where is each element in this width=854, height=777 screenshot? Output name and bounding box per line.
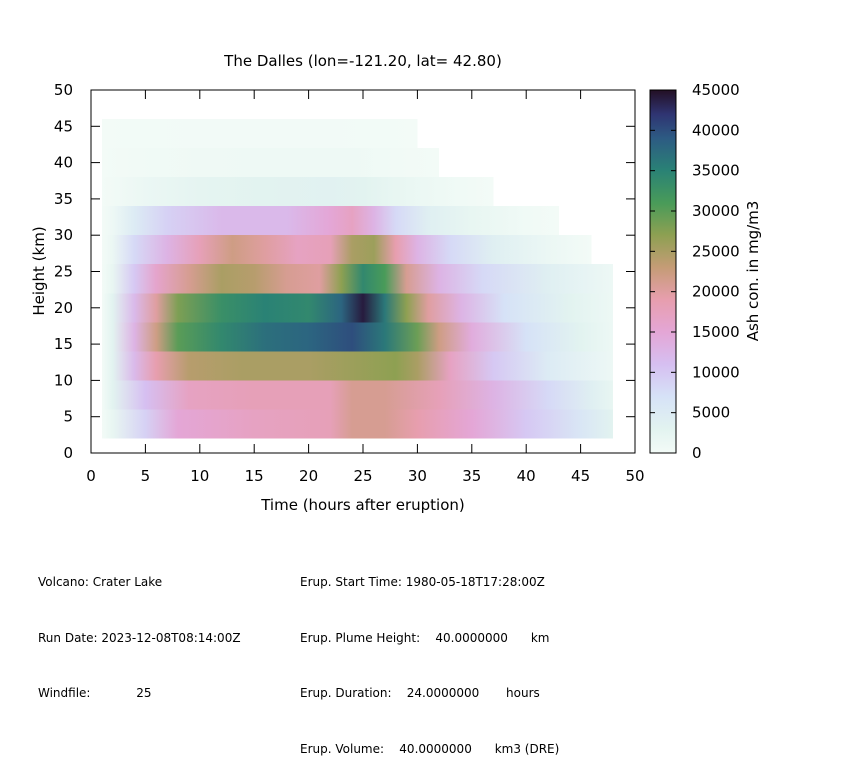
x-tick-label: 35 bbox=[462, 467, 481, 485]
y-tick-label: 35 bbox=[54, 190, 73, 208]
heat-layer-band bbox=[101, 148, 440, 178]
heat-layer-band bbox=[101, 235, 592, 265]
colorbar-tick-label: 30000 bbox=[692, 202, 740, 220]
colorbar-tick-label: 40000 bbox=[692, 121, 740, 139]
info-volume: Erup. Volume: 40.0000000 km3 (DRE) bbox=[300, 741, 560, 756]
colorbar-tick-label: 35000 bbox=[692, 162, 740, 180]
y-axis-label: Height (km) bbox=[30, 226, 48, 315]
y-tick-label: 25 bbox=[54, 263, 73, 281]
heat-layer-band bbox=[101, 380, 614, 410]
heat-layer-band bbox=[101, 351, 614, 381]
ash-concentration-chart: The Dalles (lon=-121.20, lat= 42.80) 0 5 1… bbox=[30, 52, 762, 514]
run-info-right: Erup. Start Time: 1980-05-18T17:28:00Z E… bbox=[300, 536, 559, 777]
y-axis: 0 5 10 15 20 25 30 35 40 45 50 bbox=[54, 81, 635, 462]
colorbar-ticks: 0 5000 10000 15000 20000 25000 30000 35000 40000… bbox=[650, 81, 740, 462]
heat-layer-band bbox=[101, 322, 614, 352]
colorbar-tick-label: 45000 bbox=[692, 81, 740, 99]
info-plume-height: Erup. Plume Height: 40.0000000 km bbox=[300, 630, 550, 645]
colorbar-label: Ash con. in mg/m3 bbox=[744, 201, 762, 342]
y-tick-label: 0 bbox=[63, 444, 73, 462]
info-duration: Erup. Duration: 24.0000000 hours bbox=[300, 686, 540, 700]
colorbar-tick-label: 0 bbox=[692, 444, 702, 462]
x-tick-label: 25 bbox=[353, 467, 372, 485]
x-tick-label: 0 bbox=[86, 467, 96, 485]
info-windfile: Windfile: 25 bbox=[38, 686, 152, 700]
x-tick-label: 30 bbox=[408, 467, 427, 485]
x-axis: 0 5 10 15 20 25 30 35 40 45 50 bbox=[86, 90, 645, 485]
x-tick-label: 40 bbox=[517, 467, 536, 485]
colorbar-tick-label: 15000 bbox=[692, 323, 740, 341]
x-tick-label: 45 bbox=[571, 467, 590, 485]
x-tick-label: 15 bbox=[245, 467, 264, 485]
heat-layer-band bbox=[101, 119, 418, 149]
run-info-left: Volcano: Crater Lake Run Date: 2023-12-0… bbox=[38, 536, 241, 721]
colorbar-tick-label: 10000 bbox=[692, 363, 740, 381]
info-start-time: Erup. Start Time: 1980-05-18T17:28:00Z bbox=[300, 575, 545, 589]
colorbar bbox=[649, 89, 677, 454]
y-tick-label: 20 bbox=[54, 299, 73, 317]
heat-layer-band bbox=[101, 409, 614, 439]
x-tick-label: 20 bbox=[299, 467, 318, 485]
info-run-date: Run Date: 2023-12-08T08:14:00Z bbox=[38, 630, 241, 645]
heat-layer-band bbox=[101, 206, 559, 236]
colorbar-tick-label: 5000 bbox=[692, 404, 730, 422]
info-volcano: Volcano: Crater Lake bbox=[38, 575, 163, 589]
y-tick-label: 15 bbox=[54, 335, 73, 353]
colorbar-tick-label: 20000 bbox=[692, 283, 740, 301]
colorbar-tick-label: 25000 bbox=[692, 242, 740, 260]
x-axis-label: Time (hours after eruption) bbox=[260, 496, 465, 514]
heat-layer-band bbox=[101, 264, 614, 294]
y-tick-label: 45 bbox=[54, 117, 73, 135]
heatmap-area bbox=[101, 119, 614, 439]
y-tick-label: 5 bbox=[63, 408, 73, 426]
x-tick-label: 50 bbox=[625, 467, 644, 485]
y-tick-label: 40 bbox=[54, 154, 73, 172]
x-tick-label: 10 bbox=[190, 467, 209, 485]
heat-layer-band bbox=[101, 177, 494, 207]
x-tick-label: 5 bbox=[141, 467, 151, 485]
y-tick-label: 10 bbox=[54, 371, 73, 389]
chart-title: The Dalles (lon=-121.20, lat= 42.80) bbox=[223, 52, 502, 70]
heat-layer-band bbox=[101, 293, 614, 323]
y-tick-label: 50 bbox=[54, 81, 73, 99]
y-tick-label: 30 bbox=[54, 226, 73, 244]
